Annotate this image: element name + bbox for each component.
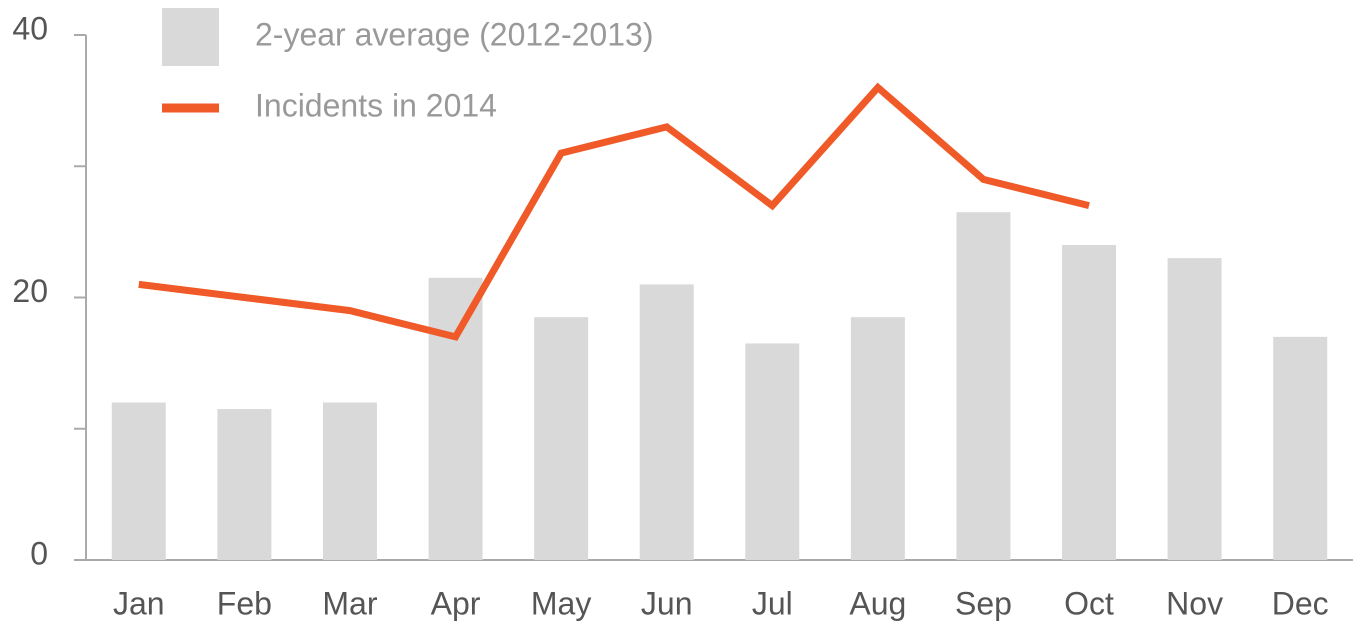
bar	[428, 277, 483, 560]
legend-label: 2-year average (2012-2013)	[255, 16, 653, 52]
bar	[1062, 245, 1117, 560]
x-tick-label: May	[531, 585, 591, 621]
y-tick-label: 40	[12, 10, 48, 46]
bar	[956, 212, 1011, 560]
x-tick-label: Jun	[641, 585, 693, 621]
x-tick-label: Apr	[431, 585, 481, 621]
x-tick-label: Oct	[1064, 585, 1114, 621]
line	[138, 82, 1090, 341]
x-tick-label: Dec	[1272, 585, 1329, 621]
y-tick-label: 20	[12, 273, 48, 309]
bar	[217, 409, 272, 560]
x-tick-label: Feb	[217, 585, 272, 621]
bar	[534, 317, 589, 560]
x-tick-label: Aug	[849, 585, 906, 621]
x-tick-label: Jul	[752, 585, 793, 621]
legend-label: Incidents in 2014	[255, 87, 497, 123]
bar	[1273, 336, 1328, 560]
x-tick-label: Jan	[113, 585, 165, 621]
bar	[745, 343, 800, 560]
bar	[322, 402, 377, 560]
bar	[850, 317, 905, 560]
legend-swatch	[162, 8, 219, 66]
x-tick-label: Nov	[1166, 585, 1223, 621]
bar	[639, 284, 694, 560]
x-tick-label: Mar	[322, 585, 377, 621]
x-tick-label: Sep	[955, 585, 1012, 621]
bar	[111, 402, 166, 560]
bar	[1167, 258, 1222, 560]
y-tick-label: 0	[30, 535, 48, 571]
